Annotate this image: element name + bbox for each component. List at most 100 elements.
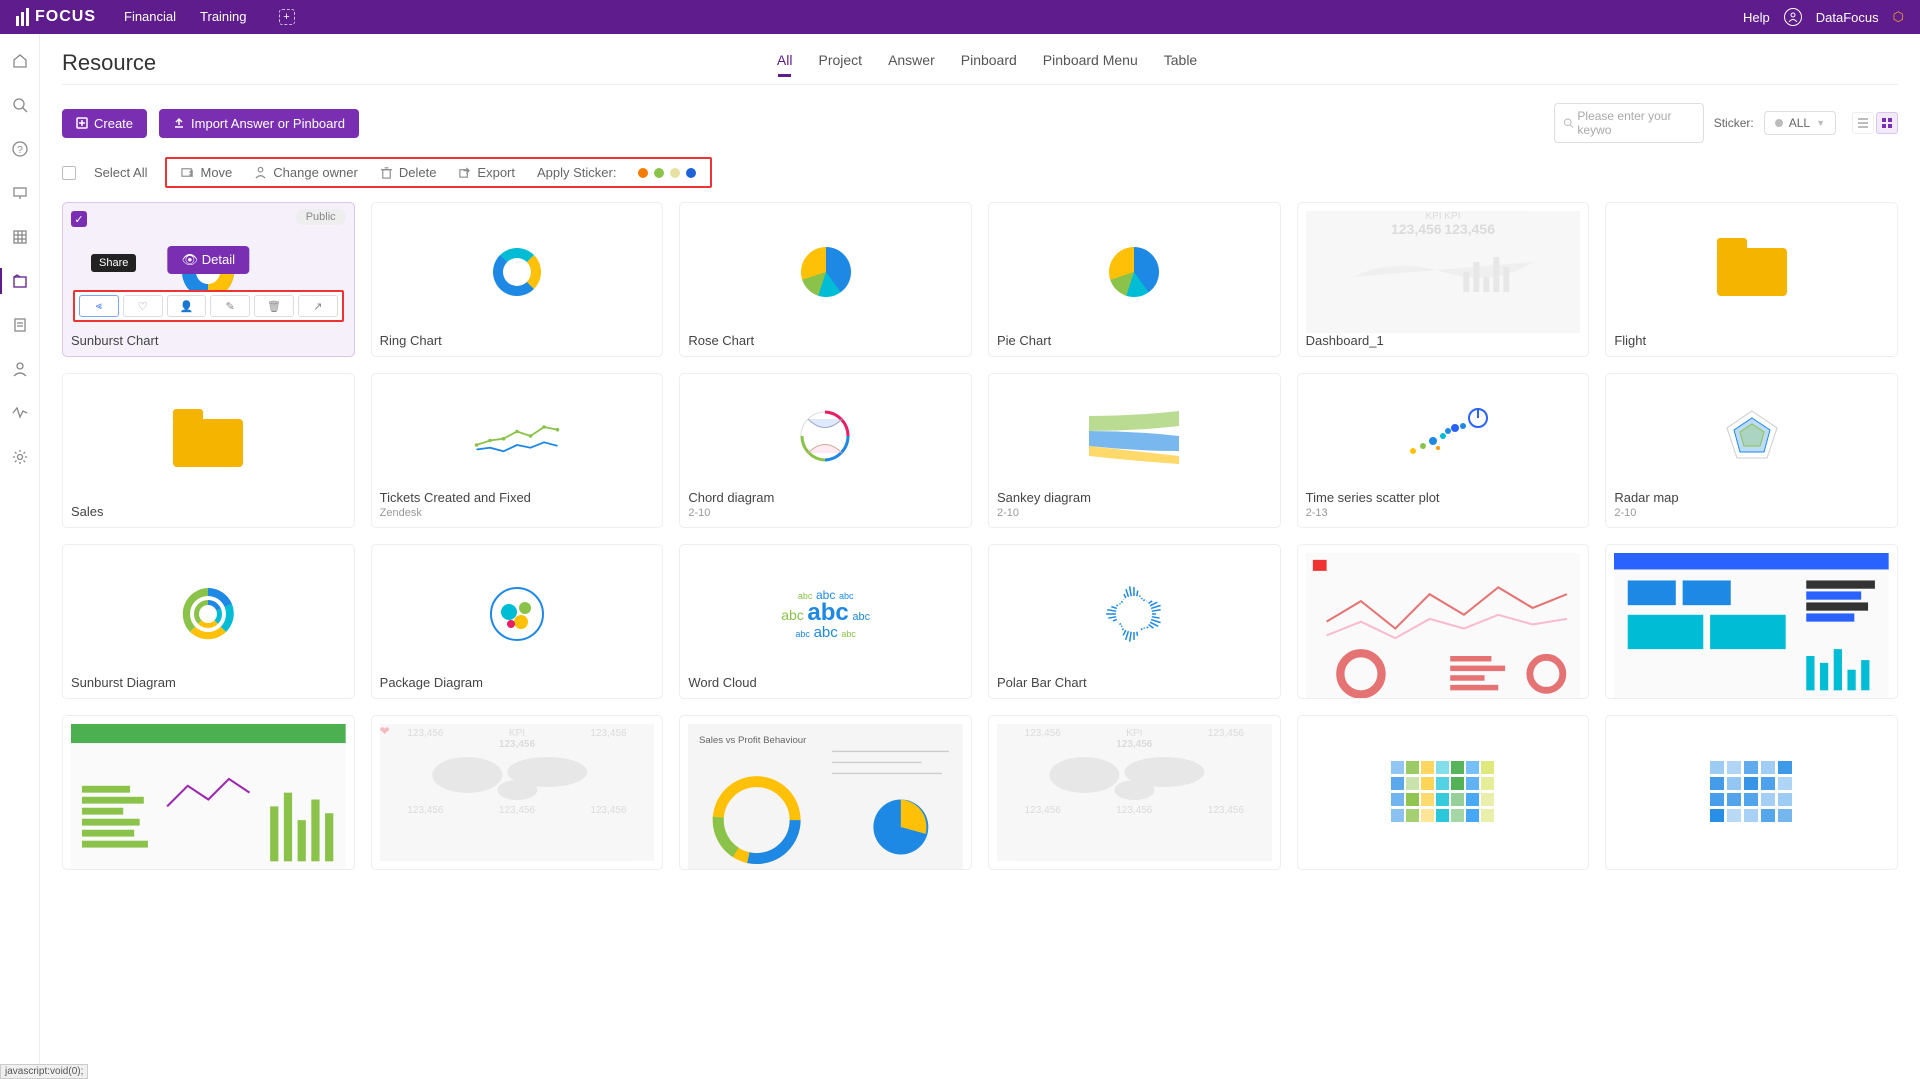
tab-pinboard[interactable]: Pinboard <box>961 52 1017 76</box>
nav-financial[interactable]: Financial <box>124 9 176 25</box>
card-title: Radar map <box>1614 490 1889 505</box>
card-title: Sales <box>71 504 346 519</box>
resource-card[interactable]: Pie Chart <box>988 202 1281 357</box>
left-sidebar: ? <box>0 34 40 1079</box>
nav-training[interactable]: Training <box>200 9 246 25</box>
resource-card[interactable] <box>1605 715 1898 870</box>
card-title: Ring Chart <box>380 333 655 348</box>
sticker-dots[interactable] <box>638 168 696 178</box>
resource-card[interactable]: Ring Chart <box>371 202 664 357</box>
table-icon[interactable] <box>11 228 29 246</box>
resource-card[interactable] <box>62 715 355 870</box>
sticker-select[interactable]: ALL ▼ <box>1764 111 1836 135</box>
trash-icon[interactable]: 🗑 <box>254 295 294 317</box>
select-all-label[interactable]: Select All <box>94 165 147 180</box>
resource-card[interactable]: 123,456KPI123,456123,456123,456123,45612… <box>988 715 1281 870</box>
resource-card[interactable]: KPI KPI123,456 123,456Dashboard_1 <box>1297 202 1590 357</box>
activity-icon[interactable] <box>11 404 29 422</box>
main-content: Resource All Project Answer Pinboard Pin… <box>40 34 1920 870</box>
user-icon[interactable] <box>11 360 29 378</box>
card-title: Rose Chart <box>688 333 963 348</box>
resource-card[interactable]: Package Diagram <box>371 544 664 699</box>
resource-icon[interactable] <box>11 272 29 290</box>
export-icon[interactable]: ↗ <box>298 295 338 317</box>
card-subtitle: 2-10 <box>688 507 963 519</box>
tab-all[interactable]: All <box>777 52 793 76</box>
tab-pinboard-menu[interactable]: Pinboard Menu <box>1043 52 1138 76</box>
card-title: Chord diagram <box>688 490 963 505</box>
resource-card[interactable]: ❤123,456KPI123,456123,456123,456123,4561… <box>371 715 664 870</box>
card-title: Sunburst Chart <box>71 333 346 348</box>
gear-icon[interactable] <box>11 448 29 466</box>
card-title: Sunburst Diagram <box>71 675 346 690</box>
nav-add-icon[interactable]: + <box>279 9 295 25</box>
help-link[interactable]: Help <box>1743 10 1770 25</box>
present-icon[interactable] <box>11 184 29 202</box>
favorite-icon[interactable]: ♡ <box>123 295 163 317</box>
resource-card[interactable]: Rose Chart <box>679 202 972 357</box>
owner-icon[interactable]: 👤 <box>167 295 207 317</box>
resource-card[interactable]: Sales vs Profit Behaviour <box>679 715 972 870</box>
tab-table[interactable]: Table <box>1164 52 1197 76</box>
card-title: Time series scatter plot <box>1306 490 1581 505</box>
resource-card[interactable]: Flight <box>1605 202 1898 357</box>
card-title: Polar Bar Chart <box>997 675 1272 690</box>
resource-card[interactable]: Sales <box>62 373 355 528</box>
user-name[interactable]: DataFocus <box>1816 10 1879 25</box>
tab-answer[interactable]: Answer <box>888 52 935 76</box>
create-button[interactable]: Create <box>62 109 147 138</box>
resource-card[interactable]: Sankey diagram 2-10 <box>988 373 1281 528</box>
svg-text:?: ? <box>17 145 23 156</box>
share-icon[interactable]: ⪡ <box>79 295 119 317</box>
search-icon[interactable] <box>11 96 29 114</box>
view-grid-icon[interactable] <box>1876 112 1898 134</box>
top-header: FOCUS Financial Training + Help DataFocu… <box>0 0 1920 34</box>
view-list-icon[interactable] <box>1852 112 1874 134</box>
resource-card[interactable]: abc abc abcabc abc abcabc abc abcWord Cl… <box>679 544 972 699</box>
resource-card[interactable]: Tickets Created and Fixed Zendesk <box>371 373 664 528</box>
export-action[interactable]: Export <box>458 165 515 180</box>
user-avatar-icon[interactable] <box>1784 8 1802 26</box>
tab-project[interactable]: Project <box>818 52 862 76</box>
brand-text: FOCUS <box>35 8 96 26</box>
select-all-checkbox[interactable] <box>62 166 76 180</box>
move-action[interactable]: Move <box>181 165 232 180</box>
detail-button[interactable]: 👁 Detail <box>168 246 249 274</box>
shield-icon[interactable]: ⬡ <box>1893 9 1904 25</box>
card-subtitle: 2-13 <box>1306 507 1581 519</box>
resource-card[interactable]: Chord diagram 2-10 <box>679 373 972 528</box>
logo[interactable]: FOCUS <box>16 8 96 26</box>
resource-card[interactable]: Youtube <box>1297 544 1590 699</box>
card-action-toolbar: ⪡♡👤✎🗑↗ <box>73 290 344 322</box>
sticker-label: Sticker: <box>1714 116 1754 130</box>
change-owner-action[interactable]: Change owner <box>254 165 358 180</box>
card-subtitle: 2-10 <box>997 507 1272 519</box>
bulk-actions-highlight: Move Change owner Delete Export Apply St… <box>165 157 712 188</box>
apply-sticker-label: Apply Sticker: <box>537 165 616 180</box>
status-bar: javascript:void(0); <box>0 1064 88 1079</box>
resource-card[interactable] <box>1297 715 1590 870</box>
home-icon[interactable] <box>11 52 29 70</box>
resource-card[interactable]: ✓Public👁 DetailShare⪡♡👤✎🗑↗Sunburst Chart <box>62 202 355 357</box>
tabs: All Project Answer Pinboard Pinboard Men… <box>777 52 1197 76</box>
card-title: Package Diagram <box>380 675 655 690</box>
card-title: Tickets Created and Fixed <box>380 490 655 505</box>
edit-icon[interactable]: ✎ <box>210 295 250 317</box>
clipboard-icon[interactable] <box>11 316 29 334</box>
card-title: Flight <box>1614 333 1889 348</box>
search-input[interactable]: Please enter your keywo <box>1554 103 1704 143</box>
resource-card[interactable]: Time series scatter plot 2-13 <box>1297 373 1590 528</box>
resource-card[interactable]: Sunburst Diagram <box>62 544 355 699</box>
resource-card[interactable]: Radar map 2-10 <box>1605 373 1898 528</box>
svg-text:Sales vs Profit Behaviour: Sales vs Profit Behaviour <box>699 735 807 746</box>
resource-grid: ✓Public👁 DetailShare⪡♡👤✎🗑↗Sunburst Chart… <box>62 202 1898 870</box>
card-title: Pie Chart <box>997 333 1272 348</box>
card-subtitle: Zendesk <box>380 507 655 519</box>
import-button[interactable]: Import Answer or Pinboard <box>159 109 359 138</box>
help-icon[interactable]: ? <box>11 140 29 158</box>
card-subtitle: 2-10 <box>1614 507 1889 519</box>
card-title: Sankey diagram <box>997 490 1272 505</box>
delete-action[interactable]: Delete <box>380 165 437 180</box>
resource-card[interactable]: Facebook <box>1605 544 1898 699</box>
resource-card[interactable]: Polar Bar Chart <box>988 544 1281 699</box>
